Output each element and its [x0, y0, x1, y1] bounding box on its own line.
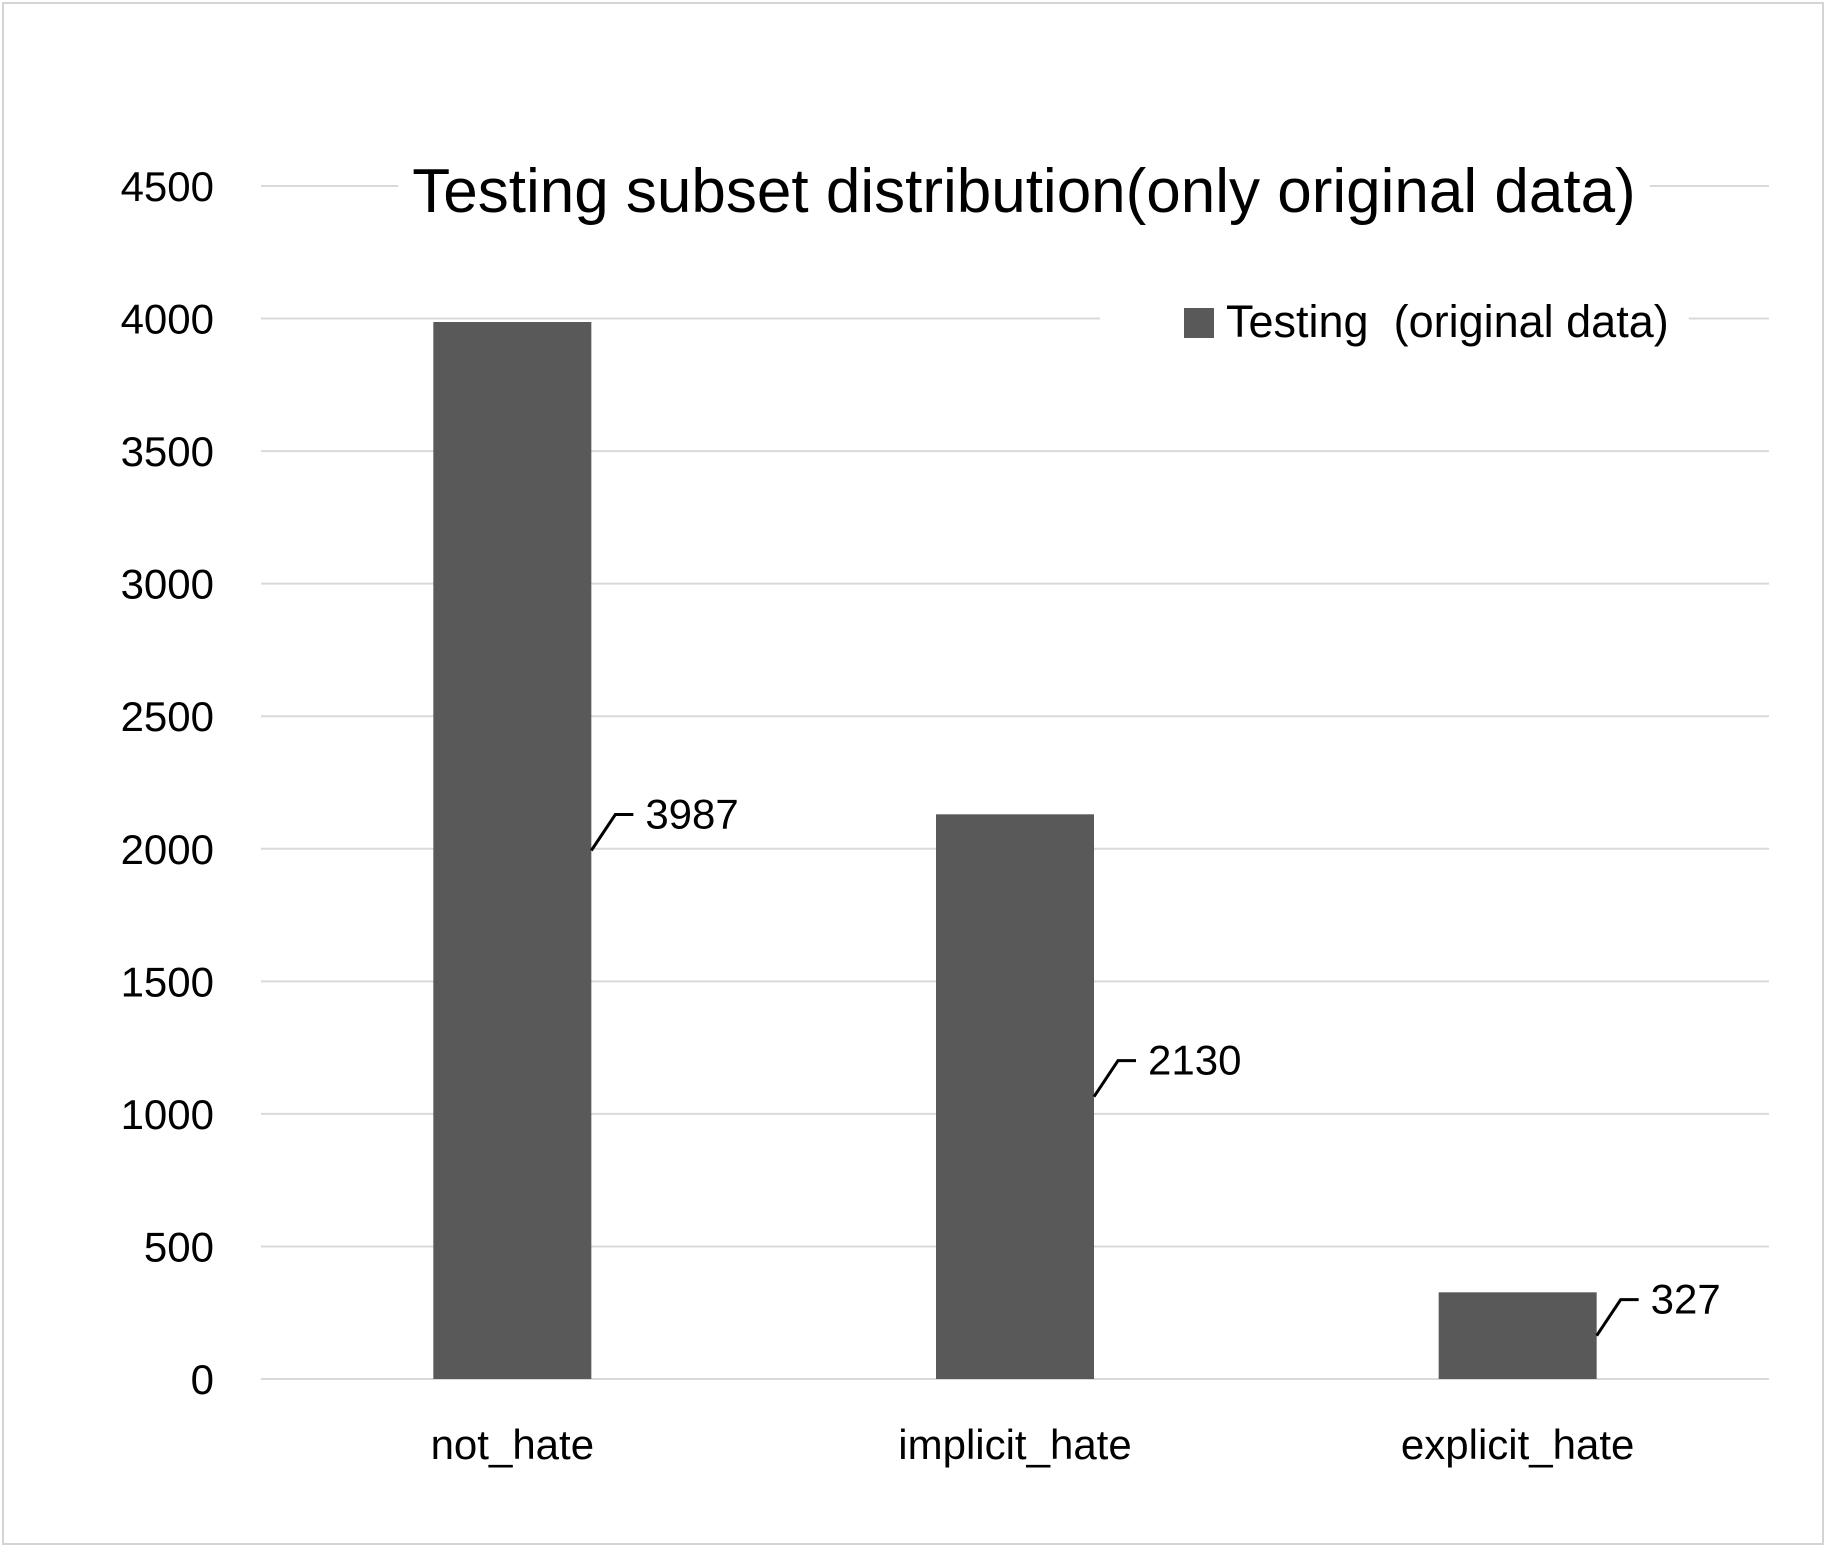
bar-chart: 3987 2130 327 0 500 1000 1500 2000 2500 3000 3500…	[121, 157, 1769, 1468]
x-tick-label: not_hate	[431, 1421, 595, 1468]
x-tick-label: implicit_hate	[898, 1421, 1131, 1468]
legend-swatch	[1184, 308, 1214, 338]
y-tick-label: 500	[144, 1223, 214, 1270]
title-background	[398, 157, 1650, 226]
y-tick-label: 2000	[121, 826, 214, 873]
bar-explicit-hate	[1438, 1292, 1597, 1379]
data-label-leader	[1092, 1059, 1136, 1098]
y-tick-label: 4000	[121, 296, 214, 343]
y-tick-label: 3500	[121, 428, 214, 475]
bar-implicit-hate	[936, 814, 1094, 1379]
data-label: 3987	[645, 791, 738, 838]
x-tick-label: explicit_hate	[1401, 1421, 1634, 1468]
legend-label: Testing (original data)	[1226, 296, 1669, 347]
y-tick-label: 4500	[121, 163, 214, 210]
bars	[433, 322, 1597, 1380]
y-tick-label: 2500	[121, 693, 214, 740]
data-label: 2130	[1148, 1037, 1241, 1084]
y-tick-label: 1500	[121, 958, 214, 1005]
data-label-leader	[1595, 1298, 1639, 1337]
data-label: 327	[1651, 1276, 1721, 1323]
x-axis-ticks: not_hate implicit_hate explicit_hate	[431, 1421, 1635, 1468]
y-tick-label: 0	[191, 1356, 214, 1403]
bar-not-hate	[433, 322, 592, 1380]
y-axis-ticks: 0 500 1000 1500 2000 2500 3000 3500 4000 4500	[121, 163, 214, 1403]
data-label-leader	[590, 813, 634, 852]
y-tick-label: 1000	[121, 1091, 214, 1138]
y-tick-label: 3000	[121, 561, 214, 608]
chart-title: Testing subset distribution(only origina…	[412, 157, 1635, 226]
data-labels: 3987 2130 327	[590, 791, 1721, 1337]
legend: Testing (original data)	[1100, 290, 1689, 353]
